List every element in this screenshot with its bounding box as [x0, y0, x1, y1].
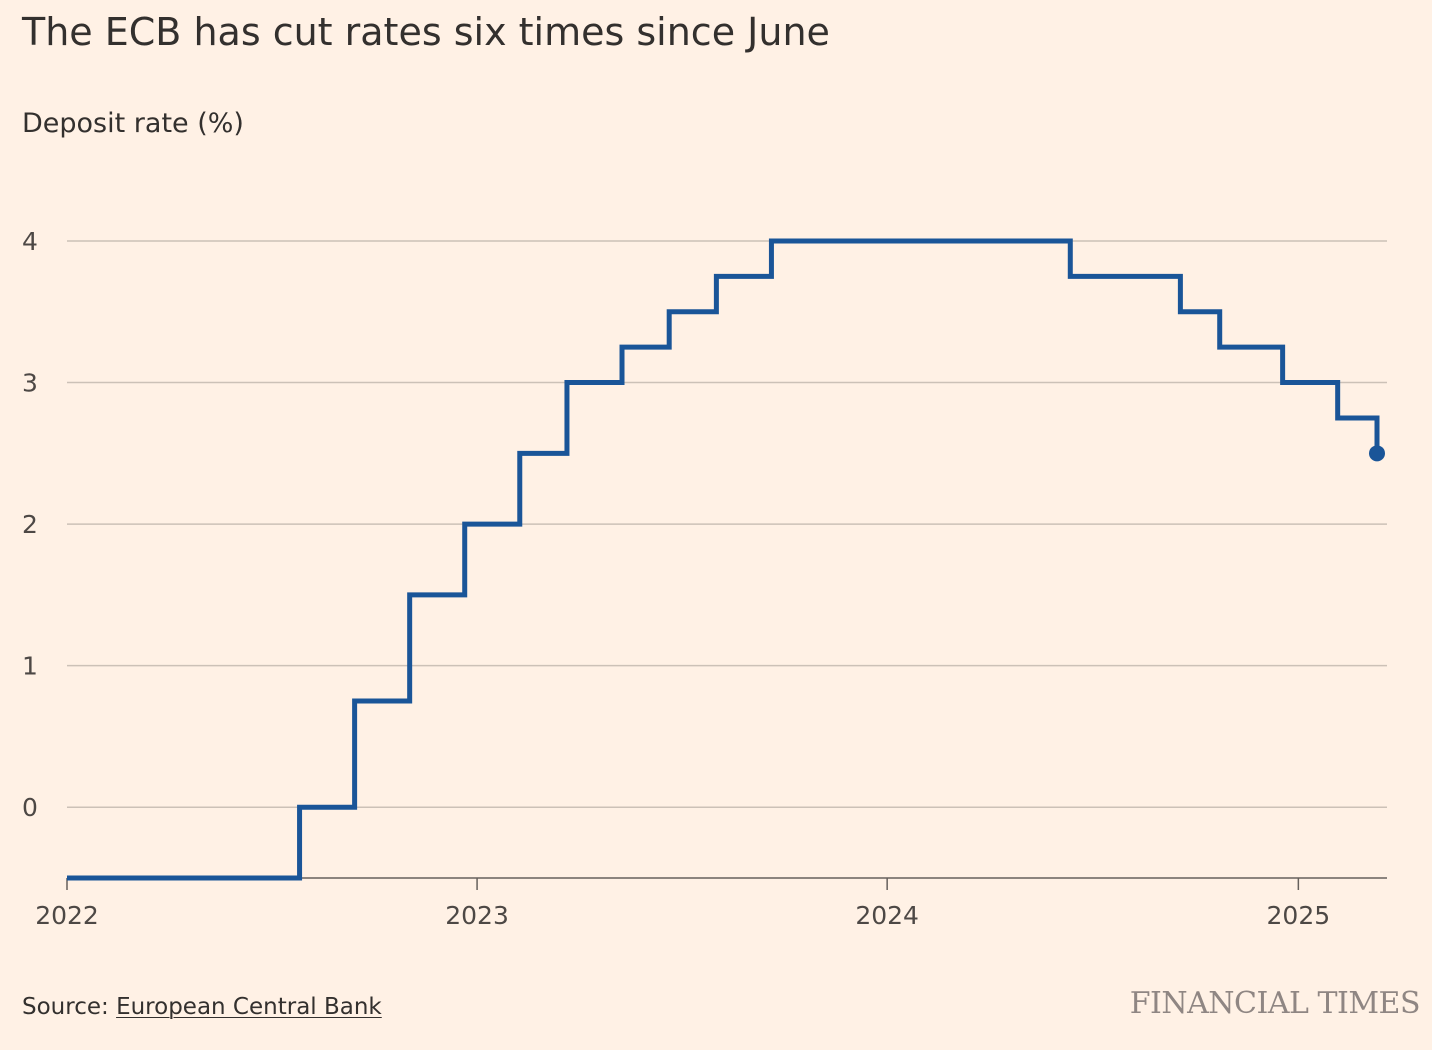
y-tick-label-3: 3: [22, 369, 38, 398]
source-link[interactable]: European Central Bank: [116, 994, 382, 1020]
y-tick-label-2: 2: [22, 510, 38, 539]
ft-logo: FINANCIAL TIMES: [1129, 986, 1421, 1021]
gridlines: [67, 240, 1387, 808]
x-tick-label-2024: 2024: [855, 901, 919, 930]
x-tick-label-2022: 2022: [35, 901, 99, 930]
x-tick-label-2025: 2025: [1267, 901, 1331, 930]
x-axis: 2022 2023 2024 2025: [35, 877, 1387, 930]
y-tick-labels: 0 1 2 3 4: [22, 227, 38, 822]
source-note: Source: European Central Bank: [22, 994, 382, 1020]
series-group: [67, 238, 1385, 881]
x-tick-label-2023: 2023: [445, 901, 509, 930]
y-tick-label-1: 1: [22, 652, 38, 681]
latest-value-marker: [1369, 445, 1385, 462]
series-line-0: [67, 238, 1380, 881]
source-label: Source:: [22, 994, 109, 1020]
y-axis-label: Deposit rate (%): [22, 108, 244, 139]
chart-title: The ECB has cut rates six times since Ju…: [22, 10, 830, 54]
y-tick-label-4: 4: [22, 227, 38, 256]
y-tick-label-0: 0: [22, 793, 38, 822]
